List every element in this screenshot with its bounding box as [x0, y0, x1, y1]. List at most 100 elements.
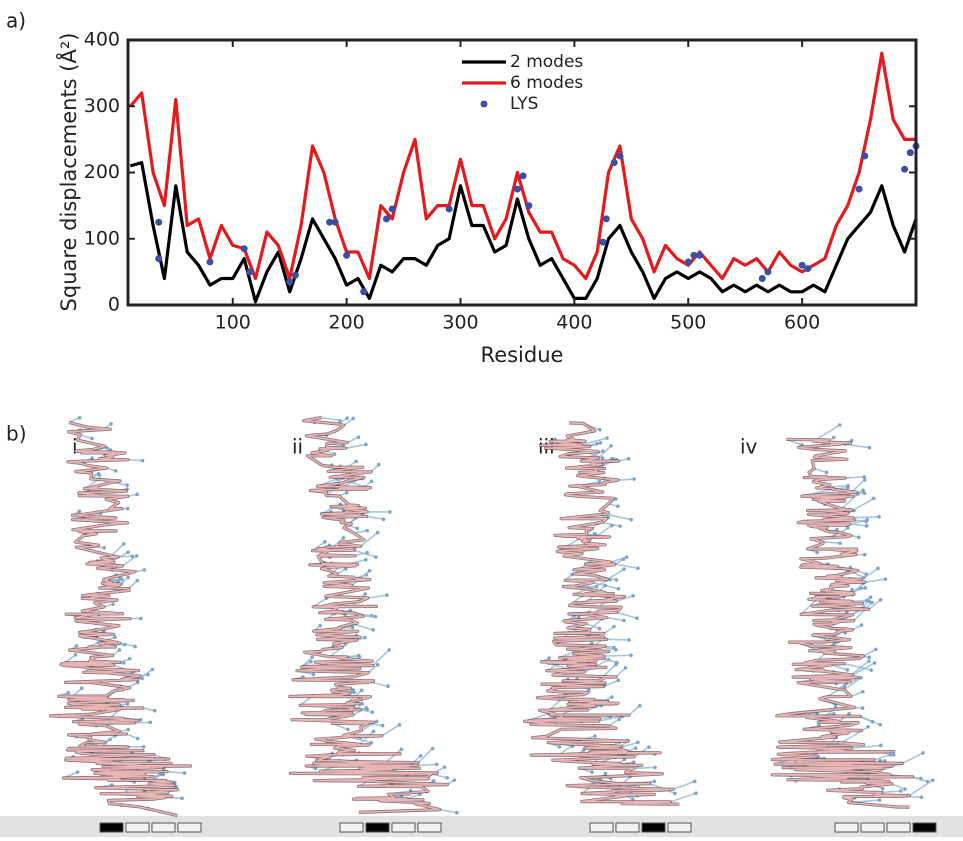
arrow-head	[400, 748, 404, 752]
point	[155, 219, 162, 226]
arrow-head	[865, 524, 869, 528]
arrow	[346, 444, 366, 448]
structure-label: ii	[292, 435, 303, 459]
x-tick-label: 500	[670, 312, 706, 334]
point	[901, 166, 908, 173]
arrow-head	[365, 529, 369, 533]
arrow-head	[360, 689, 364, 693]
legend-label: 6 modes	[510, 73, 583, 93]
arrow-head	[627, 638, 631, 642]
arrow-head	[78, 416, 82, 420]
arrow-head	[863, 553, 867, 557]
arrow	[111, 544, 123, 556]
arrow-head	[869, 668, 873, 672]
arrow-head	[601, 456, 605, 460]
arrow-head	[146, 673, 150, 677]
panel-label: a)	[6, 9, 26, 33]
arrow-head	[148, 721, 152, 725]
arrow-head	[614, 648, 618, 652]
arrow-head	[878, 798, 882, 802]
arrow	[607, 569, 624, 579]
arrow-head	[617, 678, 621, 682]
arrow-head	[126, 507, 130, 511]
arrow-head	[80, 686, 84, 690]
arrow-head	[881, 787, 885, 791]
arrow	[322, 417, 340, 420]
arrow-head	[653, 766, 657, 770]
point	[343, 252, 350, 259]
y-tick-label: 300	[84, 95, 120, 117]
arrow-head	[323, 540, 327, 544]
arrow-head	[879, 744, 883, 748]
mode-indicator	[340, 823, 363, 832]
arrow-head	[352, 690, 356, 694]
arrow-head	[879, 598, 883, 602]
arrow	[874, 755, 890, 760]
mode-indicator	[178, 823, 201, 832]
mode-indicator	[590, 823, 613, 832]
arrow-head	[859, 586, 863, 590]
structure-label: iv	[740, 435, 758, 459]
structure	[772, 423, 934, 807]
arrow-head	[376, 531, 380, 535]
structure	[525, 423, 698, 804]
arrow-head	[590, 770, 594, 774]
arrow-head	[595, 442, 599, 446]
arrow-head	[846, 668, 850, 672]
arrow-head	[860, 623, 864, 627]
mode-indicator	[835, 823, 858, 832]
arrow-head	[673, 792, 677, 796]
arrow	[386, 749, 402, 762]
y-tick-label: 200	[84, 161, 120, 183]
arrow-head	[398, 723, 402, 727]
arrow	[852, 600, 867, 601]
arrow-head	[364, 558, 368, 562]
arrow-head	[360, 702, 364, 706]
arrow	[851, 692, 863, 697]
arrow-head	[884, 577, 888, 581]
arrow-head	[365, 551, 369, 555]
arrow-head	[364, 443, 368, 447]
arrow-head	[371, 628, 375, 632]
arrow-head	[876, 567, 880, 571]
arrow-head	[142, 745, 146, 749]
arrow-head	[903, 787, 907, 791]
arrow-head	[617, 587, 621, 591]
arrow	[128, 460, 143, 461]
arrow-head	[125, 483, 129, 487]
arrow-head	[357, 435, 361, 439]
arrow-head	[376, 663, 380, 667]
arrow-head	[598, 428, 602, 432]
arrow-head	[66, 691, 70, 695]
arrow-head	[118, 648, 122, 652]
point	[520, 172, 527, 179]
arrow-head	[128, 657, 132, 661]
arrow	[122, 556, 136, 566]
arrow-head	[355, 527, 359, 531]
arrow-head	[593, 734, 597, 738]
mode-indicator	[887, 823, 910, 832]
arrow-head	[126, 728, 130, 732]
arrow	[373, 650, 389, 666]
arrow	[604, 655, 631, 656]
point	[292, 272, 299, 279]
arrow-head	[865, 599, 869, 603]
arrow-head	[151, 668, 155, 672]
arrow	[118, 556, 132, 557]
arrow-head	[627, 457, 631, 461]
mode-indicator	[418, 823, 441, 832]
arrow-head	[139, 617, 143, 621]
arrow-head	[636, 566, 640, 570]
arrow-head	[443, 765, 447, 769]
y-tick-label: 100	[84, 227, 120, 249]
point	[804, 265, 811, 272]
y-tick-label: 0	[108, 294, 120, 316]
point	[611, 159, 618, 166]
arrow-head	[109, 422, 113, 426]
arrow-head	[126, 576, 130, 580]
y-tick-label: 400	[84, 29, 120, 51]
arrow-head	[342, 536, 346, 540]
point	[764, 268, 771, 275]
arrow-head	[622, 567, 626, 571]
